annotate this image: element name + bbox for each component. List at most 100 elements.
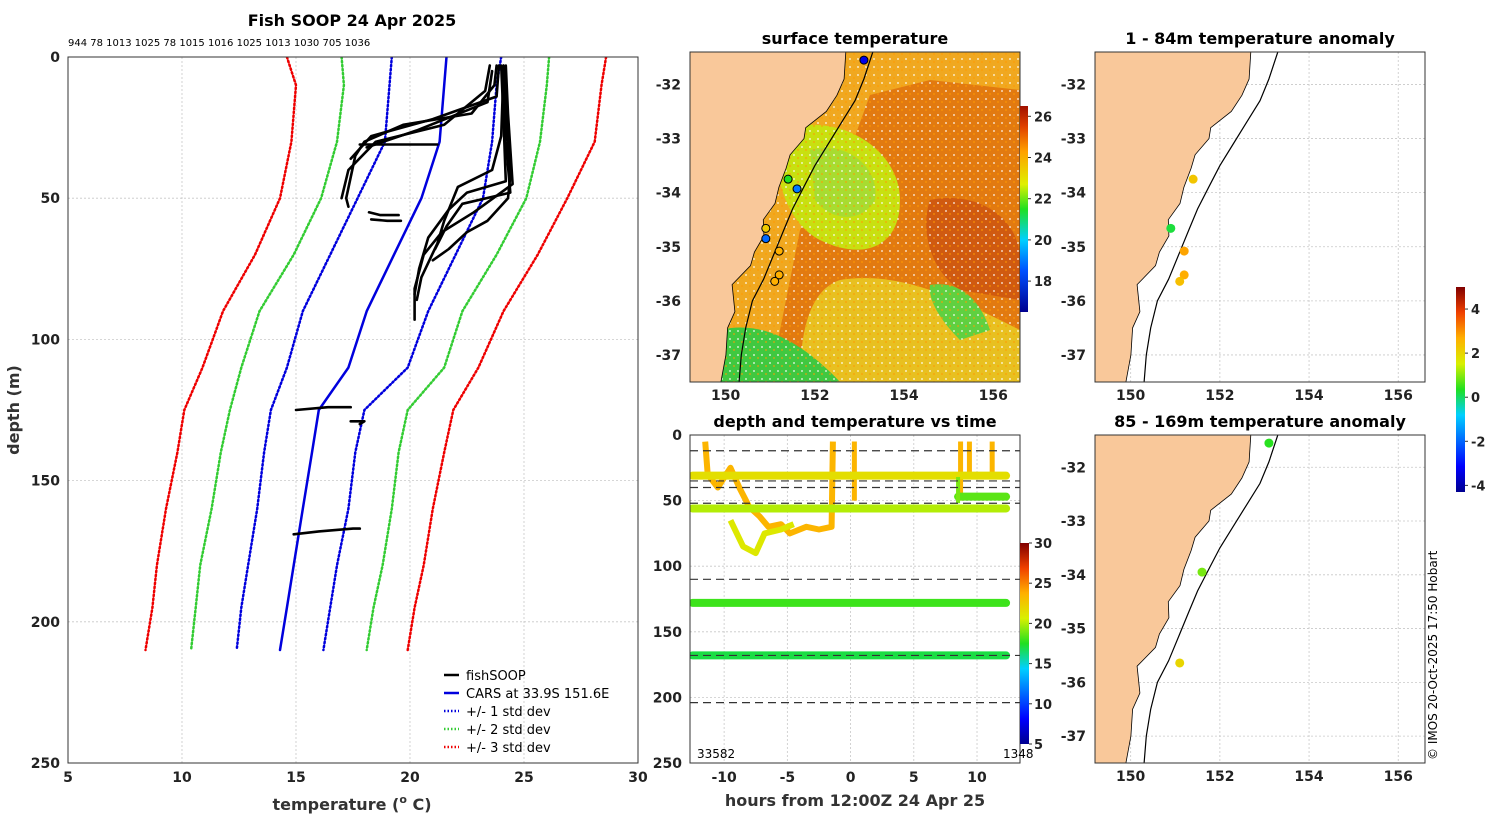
anom-colorbar-tick: -2 [1471,435,1485,450]
sst-ytick: -34 [656,186,682,202]
profile-xtick: 30 [628,770,648,786]
time-ytick: 100 [653,559,682,575]
time-ytick: 0 [672,428,682,444]
anom2-anomaly-point [1175,658,1185,668]
anom1-xtick: 154 [1294,388,1323,404]
anom1-axes-box [1094,51,1426,383]
sst-station-marker [761,234,771,244]
time-xtick: 0 [846,770,856,786]
profile-ytick: 50 [41,191,61,207]
fishsoop-profile [365,69,494,149]
profile-xtick: 10 [172,770,192,786]
anom1-title: 1 - 84m temperature anomaly [1125,29,1395,48]
fishsoop-profile [415,69,505,302]
sst-title: surface temperature [762,29,949,48]
time-title: depth and temperature vs time [713,412,996,431]
anom2-ytick: -33 [1061,514,1086,530]
time-xtick: -5 [780,770,796,786]
anom2-xtick: 150 [1116,769,1145,785]
profile-line-cars-1-std [322,57,503,652]
anom1-ytick: -34 [1061,186,1087,202]
time-colorbar-tick: 25 [1034,577,1052,592]
sst-panel: surface temperature 26 24 22 20 18 150 152 154… [656,29,1052,404]
anom2-axes-box [1094,434,1426,764]
time-colorbar-tick: 20 [1034,617,1052,632]
profile-ytick: 200 [31,615,60,631]
anom1-anomaly-point [1166,223,1176,233]
anom1-ytick: -37 [1061,348,1086,364]
profile-subtitle: 944 78 1013 1025 78 1015 1016 1025 1013 … [68,38,370,49]
anom1-ytick: -36 [1061,294,1086,310]
profile-xlabel: temperature (o C) [272,793,431,814]
anom2-ytick: -34 [1061,568,1087,584]
fishsoop-profile [369,218,403,223]
profile-panel: Fish SOOP 24 Apr 2025 944 78 1013 1025 7… [4,11,648,814]
xlabel-tail: C) [407,795,432,814]
fishsoop-profile [367,211,400,217]
anom-colorbar-tick: 2 [1471,347,1480,362]
anom1-land [1095,52,1252,382]
sst-xtick: 150 [711,388,740,404]
profile-ytick: 100 [31,332,60,348]
legend-2std: +/- 2 std dev [466,723,551,738]
anom-colorbar-tick: 0 [1471,391,1480,406]
sst-xtick: 152 [800,388,829,404]
time-colorbar-tick: 15 [1034,658,1052,673]
anom1-xtick: 150 [1116,388,1145,404]
time-panel: depth and temperature vs time -10 -5 0 5 100… [653,412,1052,810]
sst-shelf-contour [738,52,874,382]
anom1-ytick: -33 [1061,132,1086,148]
time-corner-right: 1348 [1003,747,1034,761]
anom1-panel: 1 - 84m temperature anomaly 150 152 154 156… [1061,29,1426,404]
sst-xtick: 154 [889,388,918,404]
anom2-xtick: 154 [1294,769,1323,785]
anom2-ytick: -35 [1061,622,1086,638]
sst-station-marker [761,223,771,233]
sst-station-marker [770,276,780,286]
sst-colorbar-tick: 18 [1034,275,1052,290]
profile-line-cars-3-std [406,57,608,652]
time-ytick: 150 [653,625,682,641]
sst-colorbar-tick: 20 [1034,234,1052,249]
anom2-land [1095,435,1252,763]
sst-ytick: -36 [656,294,681,310]
anom2-ytick: -32 [1061,460,1086,476]
time-colorbar-tick: 10 [1034,698,1052,713]
sst-xtick: 156 [979,388,1008,404]
time-corner-left: 33582 [697,747,735,761]
time-xtick: 5 [909,770,919,786]
sst-ytick: -32 [656,77,681,93]
fishsoop-profile [413,64,508,296]
fishsoop-profile [433,64,512,251]
anom2-xtick: 156 [1384,769,1413,785]
anom1-anomaly-point [1179,270,1189,280]
credit-text: © IMOS 20-Oct-2025 17:50 Hobart [1426,550,1440,760]
anom2-ytick: -36 [1061,675,1086,691]
anom1-shelf-contour [1143,52,1279,382]
profile-xtick: 15 [286,770,305,786]
sst-colorbar-tick: 26 [1034,110,1052,125]
legend-3std: +/- 3 std dev [466,741,551,756]
anom-colorbar-tick: -4 [1471,479,1485,494]
sst-station-marker [792,184,802,194]
time-warm-trace [702,441,836,537]
sst-land [690,52,847,382]
time-xlabel: hours from 12:00Z 24 Apr 25 [725,791,985,810]
anom1-anomaly-point [1188,174,1198,184]
profile-axes-box [67,56,639,764]
profile-ylabel: depth (m) [4,365,23,455]
anom2-shelf-contour [1143,435,1279,763]
anom2-anomaly-point [1197,567,1207,577]
time-ytick: 200 [653,690,682,706]
time-ytick: 250 [653,756,682,772]
profile-line-cars-3-std [144,57,298,652]
anom1-anomaly-point [1179,246,1189,256]
time-ytick: 50 [663,494,683,510]
sst-map [690,52,1020,382]
profile-ytick: 250 [31,756,60,772]
profile-legend: fishSOOP CARS at 33.9S 151.6E +/- 1 std … [444,669,609,756]
anom2-ytick: -37 [1061,729,1086,745]
fishsoop-profile [349,420,366,426]
time-colorbar [1020,543,1029,744]
